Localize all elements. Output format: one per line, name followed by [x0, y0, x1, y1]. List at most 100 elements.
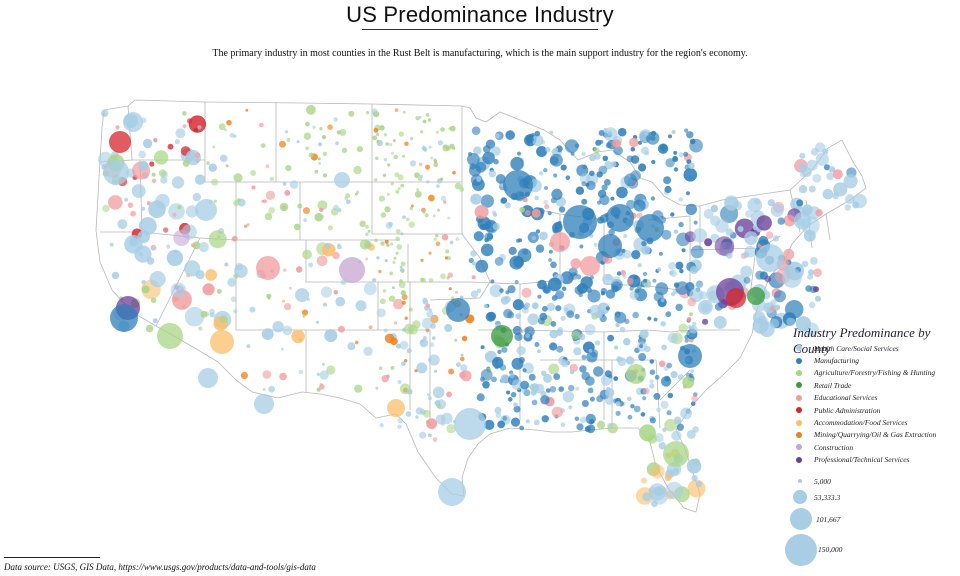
- county-dot: [642, 492, 652, 502]
- county-dot: [664, 185, 672, 194]
- county-dot: [772, 235, 780, 242]
- county-dot: [556, 345, 564, 353]
- county-dot: [130, 210, 137, 217]
- county-dot: [574, 416, 580, 422]
- county-dot: [774, 290, 786, 303]
- county-dot: [317, 142, 323, 147]
- county-dot: [305, 146, 309, 151]
- county-dot: [476, 288, 482, 294]
- county-dot: [145, 324, 154, 333]
- county-dot: [561, 359, 569, 368]
- county-dot: [138, 160, 149, 171]
- county-dot: [295, 288, 310, 303]
- county-dot: [665, 481, 683, 500]
- county-dot: [321, 135, 327, 140]
- county-dot: [408, 307, 413, 312]
- county-dot: [630, 146, 636, 152]
- county-dot: [589, 396, 595, 402]
- county-dot: [581, 400, 589, 407]
- county-dot: [485, 311, 496, 322]
- county-dot: [648, 486, 657, 494]
- county-dot: [402, 215, 406, 219]
- county-dot: [419, 338, 429, 348]
- county-dot: [657, 143, 669, 154]
- county-dot: [475, 161, 487, 173]
- county-dot: [650, 135, 656, 141]
- county-dot: [170, 282, 187, 299]
- legend-label: Agriculture/Forestry/Fishing & Hunting: [814, 368, 936, 378]
- county-dot: [401, 294, 408, 300]
- county-dot: [531, 208, 541, 218]
- county-dot: [480, 243, 494, 257]
- county-dot: [531, 399, 538, 406]
- county-dot: [272, 321, 284, 333]
- county-dot: [390, 182, 394, 186]
- county-dot: [625, 356, 635, 365]
- county-dot: [783, 214, 796, 227]
- county-dot: [580, 256, 600, 276]
- county-dot: [668, 134, 672, 139]
- county-dot: [146, 257, 155, 265]
- county-dot: [429, 342, 435, 348]
- county-dot: [291, 329, 305, 344]
- county-dot: [395, 236, 400, 241]
- county-dot: [627, 396, 632, 402]
- county-dot: [233, 173, 243, 183]
- county-dot: [334, 172, 350, 188]
- county-dot: [576, 423, 584, 431]
- legend-label: Mining/Quarrying/Oil & Gas Extraction: [814, 430, 937, 440]
- county-dot: [376, 256, 380, 260]
- county-dot: [605, 274, 612, 281]
- county-dot: [613, 376, 619, 381]
- county-dot: [455, 237, 460, 241]
- county-dot: [432, 214, 436, 218]
- county-dot: [593, 242, 598, 247]
- county-dot: [400, 261, 406, 267]
- county-dot: [374, 178, 378, 182]
- county-dot: [596, 395, 604, 403]
- county-dot: [675, 303, 683, 312]
- county-dot: [460, 370, 472, 382]
- county-dot: [608, 374, 613, 379]
- county-dot: [581, 198, 588, 205]
- county-dot: [380, 298, 386, 305]
- county-dot: [123, 112, 143, 132]
- county-dot: [428, 145, 432, 149]
- county-dot: [229, 132, 235, 138]
- county-dot: [621, 248, 626, 253]
- size-label-150000: 150,000: [818, 545, 843, 554]
- county-dot: [550, 261, 557, 269]
- county-dot: [676, 423, 684, 431]
- county-dot: [601, 184, 608, 191]
- county-dot: [678, 197, 683, 202]
- county-dot: [409, 160, 417, 167]
- county-dot: [596, 420, 606, 429]
- county-dot: [629, 286, 634, 291]
- county-dot: [148, 200, 166, 218]
- county-dot: [384, 239, 389, 244]
- county-dot: [115, 125, 120, 130]
- county-dot: [202, 283, 215, 296]
- county-dot: [616, 186, 628, 199]
- county-dot: [322, 151, 328, 157]
- county-dot: [476, 177, 482, 182]
- county-dot: [638, 163, 647, 172]
- county-dot: [235, 262, 243, 271]
- county-dot: [454, 408, 486, 440]
- county-dot: [376, 139, 380, 143]
- county-dot: [415, 116, 420, 121]
- county-dot: [560, 315, 566, 321]
- county-dot: [598, 130, 605, 136]
- county-dot: [744, 231, 758, 245]
- county-dot: [683, 151, 689, 157]
- county-dot: [639, 329, 649, 339]
- county-dot: [219, 154, 228, 163]
- county-dot: [488, 170, 496, 178]
- county-dot: [495, 412, 502, 418]
- county-dot: [747, 197, 762, 213]
- county-dot: [636, 214, 664, 242]
- county-dot: [435, 241, 441, 247]
- county-dot: [525, 210, 531, 216]
- county-dot: [388, 295, 396, 302]
- county-dot: [209, 308, 215, 315]
